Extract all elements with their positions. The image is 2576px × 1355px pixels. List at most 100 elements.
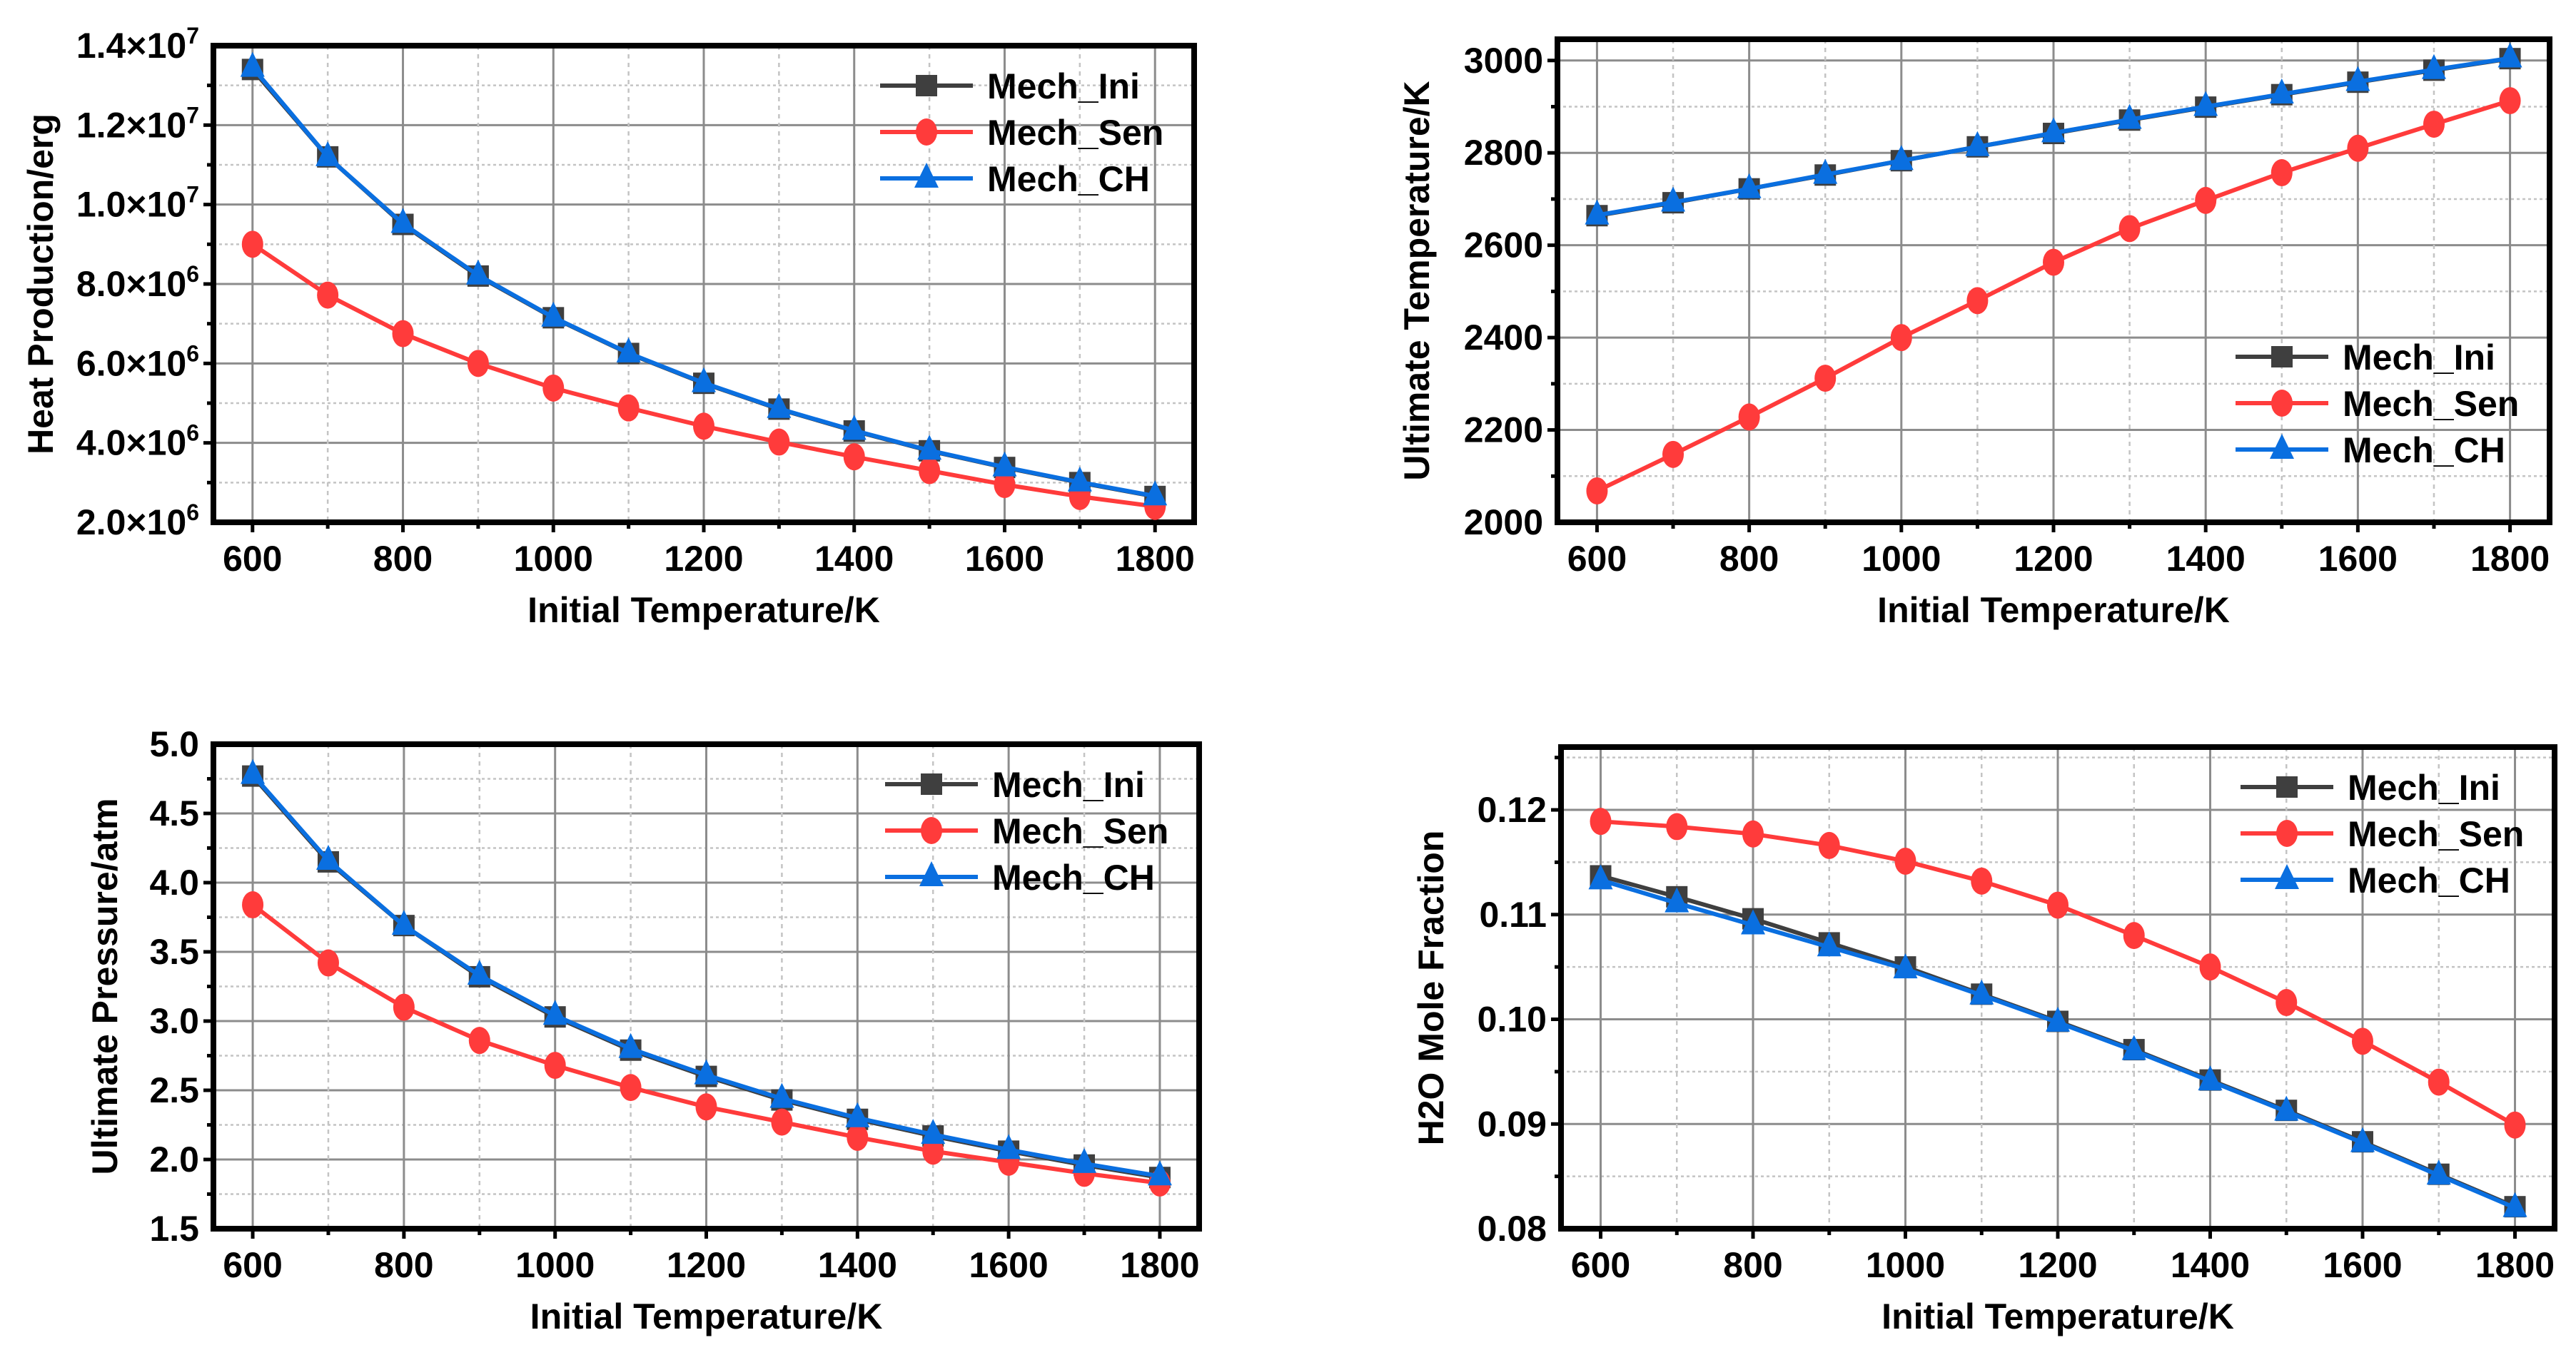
legend-triangle-marker [919, 861, 944, 886]
x-tick-label: 1800 [1120, 1245, 1199, 1285]
y-tick-label: 2400 [1464, 318, 1543, 357]
data-point-triangle [1817, 931, 1842, 957]
y-tick-label-base: 2000 [1464, 502, 1543, 542]
x-tick-label: 1000 [1866, 1245, 1945, 1285]
x-tick-label: 1000 [515, 1245, 595, 1285]
y-tick-label-exponent: 7 [186, 182, 199, 208]
data-point-triangle [391, 910, 416, 935]
legend-item: Mech_Sen [2241, 814, 2524, 854]
legend-label: Mech_Sen [987, 113, 1163, 153]
y-tick-label-base: 3000 [1464, 41, 1543, 81]
y-tick-label-base: 4.5 [149, 793, 199, 833]
y-tick-label-base: 1.2×10 [76, 105, 186, 145]
y-tick-label-base: 5.0 [149, 724, 199, 764]
data-point-triangle [2269, 78, 2294, 104]
y-tick-label-base: 1.0×10 [76, 185, 186, 225]
y-tick-label: 2.0 [149, 1140, 199, 1179]
data-point-triangle [1889, 145, 1914, 171]
data-point-circle [1742, 820, 1764, 848]
y-tick-label-base: 0.09 [1478, 1104, 1547, 1144]
heat-production-chart: 600 800 1000 1200 1400 1600 18002.0×1064.0×106… [21, 23, 1197, 630]
legend-item: Mech_Ini [2236, 338, 2495, 377]
data-point-circle [2347, 134, 2369, 162]
data-point-triangle [315, 141, 340, 166]
data-point-triangle [1143, 480, 1168, 506]
y-tick-label: 0.10 [1478, 1000, 1547, 1040]
legend-item: Mech_Sen [885, 811, 1168, 851]
legend-label: Mech_Sen [2348, 814, 2524, 854]
data-point-circle [1814, 365, 1837, 392]
data-point-circle [1966, 287, 1989, 315]
data-point-triangle [2426, 1159, 2451, 1185]
data-point-triangle [2421, 54, 2446, 79]
data-point-circle [542, 374, 565, 402]
ultimate-pressure-chart: 600 800 1000 1200 1400 1600 1800 1.5 2.0 2.5 3.0 3.… [85, 724, 1202, 1336]
legend-label: Mech_Sen [2343, 384, 2519, 424]
data-point-circle [693, 412, 714, 440]
y-tick-label-base: 2600 [1464, 225, 1543, 265]
y-tick-label-base: 4.0×10 [76, 423, 186, 463]
legend-item: Mech_Ini [880, 66, 1140, 106]
data-point-triangle [1072, 1147, 1097, 1173]
x-tick-label: 1600 [969, 1245, 1049, 1285]
data-point-circle [768, 428, 790, 456]
series-mech-sen [1590, 808, 2526, 1139]
data-point-triangle [541, 301, 566, 327]
y-tick-label-exponent: 6 [186, 420, 199, 446]
legend-label: Mech_Ini [992, 765, 1145, 805]
data-point-triangle [769, 1082, 794, 1108]
data-point-circle [843, 443, 865, 471]
data-point-triangle [2502, 1192, 2527, 1217]
x-tick-label: 1200 [667, 1245, 746, 1285]
data-point-circle [317, 949, 339, 977]
y-tick-label: 2000 [1464, 502, 1543, 542]
x-tick-label: 1200 [2018, 1245, 2097, 1285]
data-point-triangle [842, 415, 867, 440]
data-point-circle [994, 471, 1016, 499]
y-tick-label: 3.5 [149, 932, 199, 972]
data-point-triangle [845, 1102, 870, 1127]
data-point-triangle [1969, 979, 1994, 1005]
data-point-triangle [618, 1032, 643, 1058]
data-point-triangle [2350, 1127, 2375, 1152]
y-tick-label: 2200 [1464, 410, 1543, 450]
data-point-triangle [1893, 953, 1918, 979]
data-point-circle [392, 320, 414, 347]
data-point-triangle [542, 1000, 567, 1025]
data-point-circle [1971, 867, 1993, 895]
data-point-circle [468, 1027, 490, 1055]
data-point-triangle [1737, 173, 1762, 198]
y-tick-label: 1.0×107 [76, 182, 199, 225]
y-tick-label: 0.12 [1478, 790, 1547, 830]
data-point-triangle [240, 51, 265, 77]
data-point-triangle [241, 758, 266, 784]
y-tick-label: 2.0×106 [76, 499, 199, 542]
y-tick-label: 6.0×106 [76, 340, 199, 383]
data-point-triangle [2345, 66, 2370, 91]
legend-item: Mech_CH [885, 858, 1155, 898]
data-point-triangle [2497, 42, 2522, 68]
legend: Mech_Ini Mech_Sen Mech_CH [2241, 768, 2524, 900]
data-point-circle [1894, 847, 1916, 875]
y-tick-label: 4.5 [149, 793, 199, 833]
data-point-circle [467, 350, 489, 377]
plot-frame [211, 43, 1197, 525]
y-tick-label: 0.08 [1478, 1209, 1547, 1249]
data-point-circle [1666, 813, 1688, 841]
data-point-circle [1586, 477, 1608, 504]
x-axis-title: Initial Temperature/K [1877, 590, 2230, 630]
legend-label: Mech_CH [987, 159, 1150, 199]
x-axis-title: Initial Temperature/K [1882, 1296, 2234, 1336]
data-point-circle [1738, 403, 1760, 431]
data-point-circle [2199, 953, 2221, 981]
data-point-circle [2276, 989, 2298, 1017]
legend-label: Mech_CH [2343, 430, 2505, 470]
x-axis-title: Initial Temperature/K [527, 590, 880, 630]
y-tick-label-base: 2400 [1464, 318, 1543, 357]
data-point-triangle [2041, 117, 2066, 143]
data-point-circle [847, 1123, 869, 1151]
data-point-circle [242, 891, 264, 919]
y-axis-title: Heat Production/erg [21, 113, 61, 455]
y-tick-label-base: 0.11 [1479, 895, 1547, 935]
x-tick-label: 1000 [1862, 539, 1941, 579]
